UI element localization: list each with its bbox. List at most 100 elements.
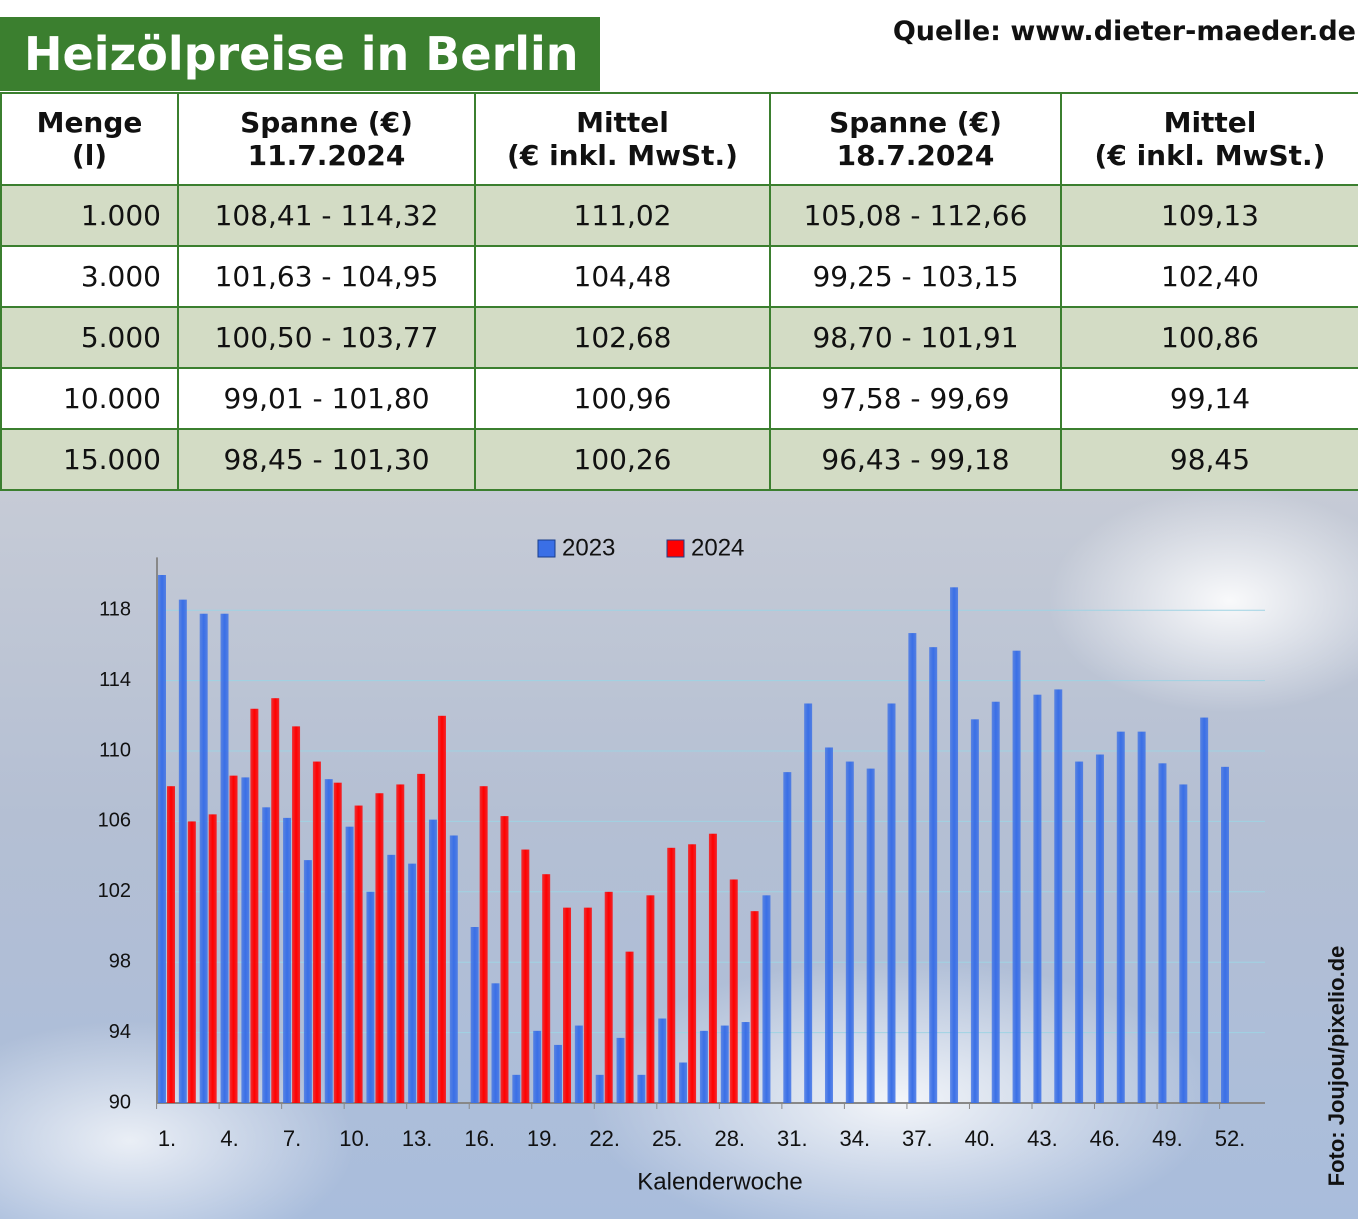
y-tick-label: 102 xyxy=(98,880,131,902)
bar xyxy=(387,854,396,1103)
bar xyxy=(366,891,375,1103)
x-tick-label: 52. xyxy=(1215,1126,1246,1151)
bar xyxy=(762,895,771,1103)
bar xyxy=(220,613,229,1103)
bar xyxy=(1179,784,1188,1103)
bar xyxy=(1221,766,1229,1103)
bar xyxy=(929,647,938,1103)
bar xyxy=(950,587,959,1103)
x-tick-label: 16. xyxy=(464,1126,495,1151)
bar xyxy=(375,793,384,1103)
header-line: (€ inkl. MwSt.) xyxy=(507,139,738,172)
bar xyxy=(396,784,405,1103)
bar xyxy=(241,777,250,1103)
x-tick-label: 1. xyxy=(158,1126,176,1151)
y-tick-label: 106 xyxy=(98,810,131,832)
bar xyxy=(1158,763,1167,1103)
table-cell: 96,43 - 99,18 xyxy=(769,428,1062,491)
bar xyxy=(491,983,500,1103)
table-cell: 100,86 xyxy=(1060,306,1358,369)
title: Heizölpreise in Berlin xyxy=(0,17,600,91)
bar xyxy=(729,879,738,1103)
bar xyxy=(1200,717,1209,1103)
table-cell: 15.000 xyxy=(0,428,179,491)
table-cell: 105,08 - 112,66 xyxy=(769,184,1062,247)
chart: 90 94 98 102 106 110 114 118 1. 4. 7. 10. 13. 16. 19. 2… xyxy=(98,534,1349,1195)
y-tick-label: 118 xyxy=(99,598,131,620)
y-tick-label: 110 xyxy=(99,739,131,761)
bar xyxy=(345,826,354,1103)
table-cell: 100,26 xyxy=(474,428,771,491)
x-tick-label: 37. xyxy=(902,1126,933,1151)
x-tick-label: 22. xyxy=(589,1126,620,1151)
bar xyxy=(428,819,437,1103)
legend-label: 2023 xyxy=(562,534,615,561)
bar xyxy=(208,814,217,1103)
bar xyxy=(1012,650,1021,1103)
header-line: Spanne (€) xyxy=(829,106,1002,139)
header-line: (l) xyxy=(71,139,108,172)
table-cell: 111,02 xyxy=(474,184,771,247)
bar xyxy=(500,816,509,1103)
header-cell: Spanne (€) 11.7.2024 xyxy=(177,92,476,186)
bar xyxy=(303,860,312,1103)
x-tick-label: 31. xyxy=(777,1126,808,1151)
bar xyxy=(991,701,1000,1103)
bar xyxy=(708,833,717,1103)
header-cell: Mittel (€ inkl. MwSt.) xyxy=(474,92,771,186)
bar xyxy=(449,835,458,1103)
bar xyxy=(292,726,301,1103)
bar xyxy=(1095,754,1104,1103)
bar xyxy=(699,1030,708,1103)
x-tick-label: 28. xyxy=(714,1126,745,1151)
bar xyxy=(866,768,875,1103)
table-cell: 102,68 xyxy=(474,306,771,369)
table-cell: 101,63 - 104,95 xyxy=(177,245,476,308)
table-cell: 98,70 - 101,91 xyxy=(769,306,1062,369)
bar xyxy=(554,1044,563,1103)
x-tick-label: 46. xyxy=(1090,1126,1121,1151)
table-cell: 3.000 xyxy=(0,245,179,308)
bar xyxy=(563,907,572,1103)
bar xyxy=(283,817,292,1103)
bar xyxy=(616,1037,625,1103)
table-cell: 99,14 xyxy=(1060,367,1358,430)
x-tick-label: 10. xyxy=(339,1126,370,1151)
chart-area: 90 94 98 102 106 110 114 118 1. 4. 7. 10. 13. 16. 19. 2… xyxy=(0,491,1358,1219)
bar xyxy=(741,1022,750,1103)
x-tick-label: 43. xyxy=(1027,1126,1058,1151)
header-line: Menge xyxy=(36,106,143,139)
table-row: 5.000 100,50 - 103,77 102,68 98,70 - 101,91… xyxy=(0,306,1358,369)
bar xyxy=(574,1025,583,1103)
header-line: 11.7.2024 xyxy=(247,139,406,172)
bar xyxy=(646,895,655,1103)
bar xyxy=(262,807,271,1103)
table-cell: 104,48 xyxy=(474,245,771,308)
x-tick-label: 19. xyxy=(527,1126,558,1151)
bar xyxy=(354,805,363,1103)
bar xyxy=(604,891,613,1103)
x-tick-label: 49. xyxy=(1152,1126,1183,1151)
bar xyxy=(750,911,759,1103)
bar xyxy=(637,1074,646,1103)
bar xyxy=(479,786,488,1103)
table-cell: 1.000 xyxy=(0,184,179,247)
bar xyxy=(512,1074,521,1103)
bar xyxy=(845,761,854,1103)
source: Quelle: www.dieter-maeder.de xyxy=(892,16,1356,47)
bar xyxy=(250,708,259,1103)
price-table: Menge (l) Spanne (€) 11.7.2024 Mittel (€ inkl… xyxy=(0,92,1358,491)
bar xyxy=(324,779,333,1103)
bar xyxy=(167,786,175,1103)
y-tick-label: 90 xyxy=(109,1091,131,1113)
bar xyxy=(1054,689,1063,1103)
bar xyxy=(1137,731,1146,1103)
y-tick-label: 114 xyxy=(99,669,131,691)
table-row: 10.000 99,01 - 101,80 100,96 97,58 - 99,69 9… xyxy=(0,367,1358,430)
bar xyxy=(658,1018,667,1103)
legend-label: 2024 xyxy=(691,534,744,561)
header-cell: Spanne (€) 18.7.2024 xyxy=(769,92,1062,186)
header-line: (€ inkl. MwSt.) xyxy=(1094,139,1326,172)
x-tick-label: 40. xyxy=(965,1126,996,1151)
table-cell: 98,45 xyxy=(1060,428,1358,491)
